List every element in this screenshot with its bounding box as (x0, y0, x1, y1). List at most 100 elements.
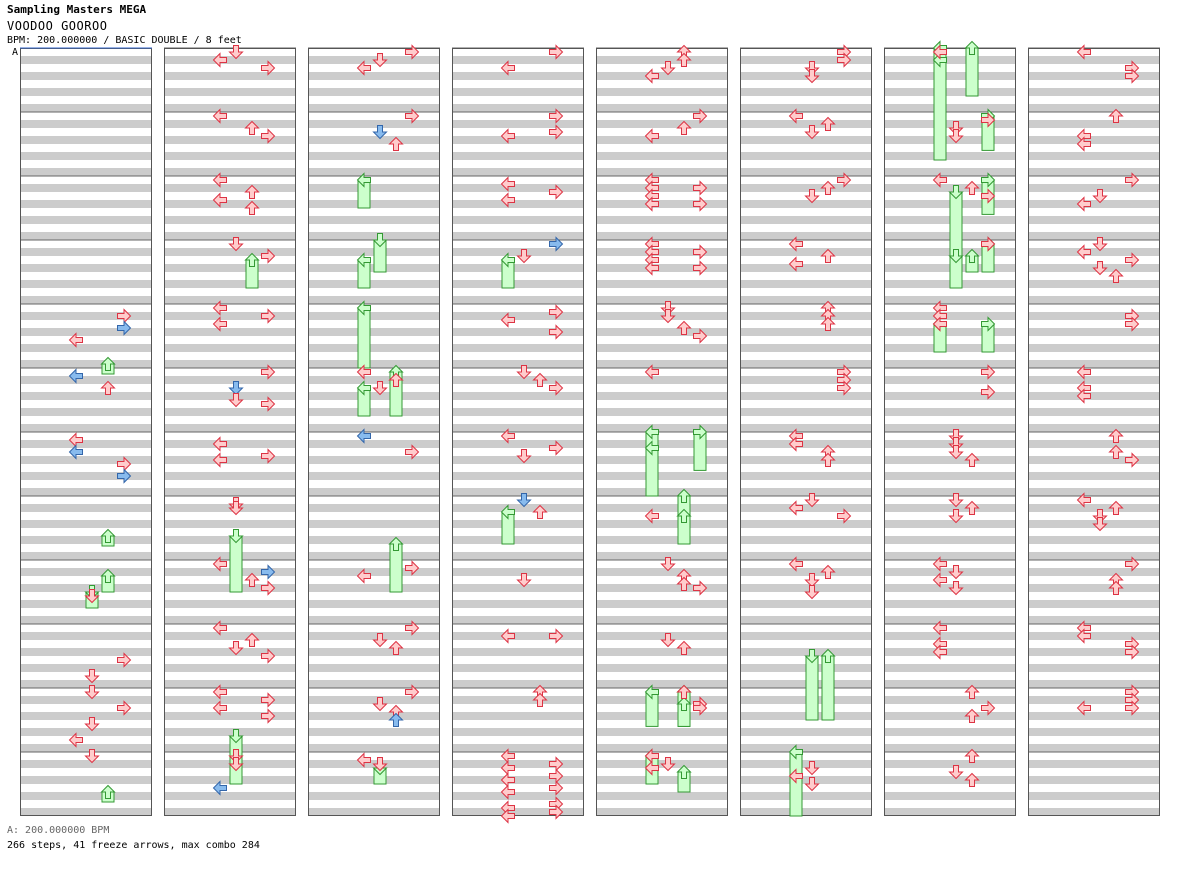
beat-stripe (308, 520, 440, 528)
step-arrow (693, 108, 708, 124)
beat-stripe (308, 152, 440, 160)
beat-stripe (164, 712, 296, 720)
step-arrow (932, 44, 947, 60)
beat-stripe (596, 280, 728, 288)
step-arrow (964, 748, 980, 763)
step-arrow (212, 684, 227, 700)
step-arrow (372, 697, 388, 712)
beat-stripe (164, 472, 296, 480)
step-arrow (1076, 388, 1091, 404)
beat-stripe (1028, 536, 1160, 544)
step-arrow (644, 196, 659, 212)
beat-stripe (1028, 344, 1160, 352)
step-arrow (84, 589, 100, 604)
step-arrow (244, 632, 260, 647)
beat-stripe (164, 408, 296, 416)
beat-stripe (308, 504, 440, 512)
step-arrow (356, 752, 371, 768)
beat-stripe (20, 456, 152, 464)
beat-stripe (164, 56, 296, 64)
beat-stripe (740, 440, 872, 448)
step-arrow (500, 128, 515, 144)
beat-stripe (20, 440, 152, 448)
beat-stripe (1028, 248, 1160, 256)
step-arrow (549, 324, 564, 340)
beat-stripe (452, 808, 584, 816)
step-arrow (1125, 452, 1140, 468)
step-arrow (388, 136, 404, 151)
beat-stripe (308, 328, 440, 336)
step-arrow (932, 644, 947, 660)
beat-stripe (164, 104, 296, 112)
beat-stripe (1028, 776, 1160, 784)
beat-stripe (164, 600, 296, 608)
freeze-arrow (676, 764, 692, 793)
beat-stripe (1028, 440, 1160, 448)
step-arrow (244, 120, 260, 135)
step-arrow (948, 581, 964, 596)
step-arrow (500, 60, 515, 76)
beat-stripe (884, 536, 1016, 544)
step-arrow (549, 44, 564, 60)
beat-stripe (884, 792, 1016, 800)
beat-stripe (596, 488, 728, 496)
beat-stripe (164, 264, 296, 272)
beat-stripe (884, 408, 1016, 416)
freeze-arrow (676, 696, 692, 727)
beat-stripe (20, 552, 152, 560)
freeze-arrow (500, 252, 515, 289)
beat-stripe (740, 552, 872, 560)
beat-stripe (740, 520, 872, 528)
step-arrow (676, 640, 692, 655)
beat-stripe (740, 808, 872, 816)
beat-stripe (308, 104, 440, 112)
step-arrow (820, 180, 836, 195)
beat-stripe (452, 472, 584, 480)
beat-stripe (596, 200, 728, 208)
beat-stripe (308, 232, 440, 240)
beat-stripe (452, 728, 584, 736)
step-arrow (1076, 244, 1091, 260)
beat-stripe (596, 232, 728, 240)
beat-stripe (884, 744, 1016, 752)
beat-stripe (596, 360, 728, 368)
step-arrow (660, 757, 676, 772)
beat-stripe (1028, 88, 1160, 96)
beat-stripe (164, 232, 296, 240)
beat-stripe (740, 152, 872, 160)
beat-stripe (740, 488, 872, 496)
beat-stripe (884, 728, 1016, 736)
step-arrow (804, 69, 820, 84)
beat-stripe (20, 728, 152, 736)
step-arrow (549, 804, 564, 820)
freeze-arrow (644, 440, 659, 497)
step-arrow (804, 493, 820, 508)
beat-stripe (884, 616, 1016, 624)
beat-stripe (20, 72, 152, 80)
beat-stripe (452, 792, 584, 800)
beat-stripe (884, 136, 1016, 144)
step-arrow (212, 620, 227, 636)
step-arrow (228, 641, 244, 656)
beat-stripe (1028, 760, 1160, 768)
step-arrow (549, 780, 564, 796)
step-arrow (948, 445, 964, 460)
step-arrow (932, 572, 947, 588)
freeze-arrow (964, 248, 980, 273)
beat-stripe (20, 760, 152, 768)
beat-stripe (1028, 456, 1160, 464)
step-arrow (1092, 261, 1108, 276)
step-arrow (1076, 44, 1091, 60)
beat-stripe (740, 184, 872, 192)
offbeat-arrow (228, 381, 244, 396)
step-arrow (1076, 136, 1091, 152)
beat-stripe (164, 488, 296, 496)
beat-stripe (596, 408, 728, 416)
step-arrow (532, 504, 548, 519)
step-arrow (261, 708, 276, 724)
step-arrow (516, 449, 532, 464)
beat-stripe (308, 616, 440, 624)
step-arrow (516, 249, 532, 264)
beat-stripe (596, 104, 728, 112)
beat-stripe (1028, 472, 1160, 480)
